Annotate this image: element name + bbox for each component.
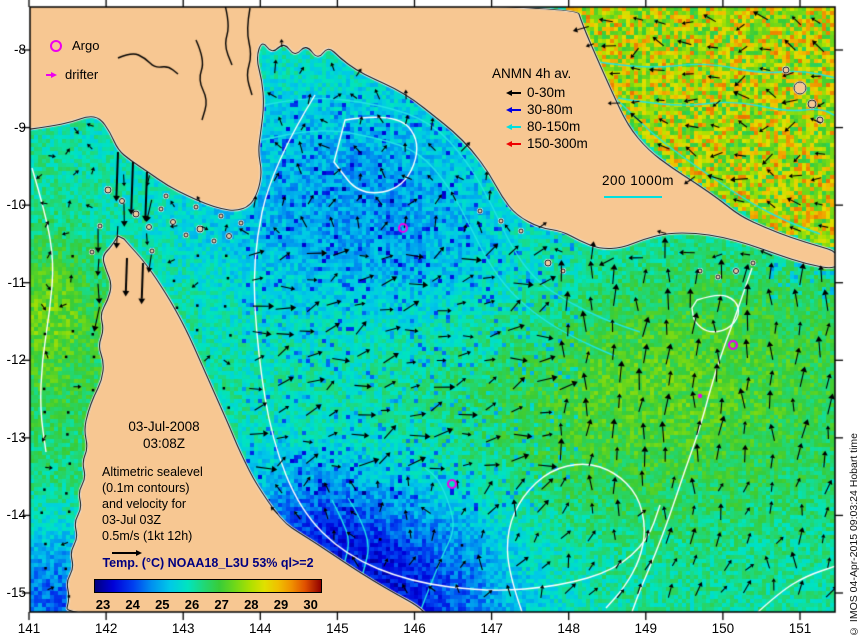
colorbar-tick-label: 26: [184, 597, 200, 612]
y-tick-label: -8: [13, 42, 26, 57]
colorbar-tick-label: 27: [214, 597, 229, 612]
y-tick-label: -11: [7, 274, 26, 290]
depth-range-label: 150-300m: [527, 136, 588, 151]
timestamp-box: 03-Jul-2008 03:08Z: [98, 418, 230, 452]
date-text: 03-Jul-2008: [128, 419, 200, 434]
depth-arrow-icon: [506, 89, 521, 96]
caption-line: 0.5m/s (1kt 12h): [102, 529, 193, 543]
caption-line: and velocity for: [102, 497, 187, 511]
colorbar-tick-label: 28: [244, 597, 259, 612]
x-tick-label: 145: [326, 621, 349, 636]
x-tick-label: 149: [634, 621, 658, 636]
colorbar-tick-label: 24: [125, 597, 140, 612]
y-tick-label: -12: [6, 352, 26, 368]
y-tick-label: -10: [6, 197, 26, 213]
velocity-scale-arrow-icon: [112, 541, 142, 559]
copyright-credit: © IMOS 04-Apr-2015 09:03:24 Hobart time: [848, 432, 860, 637]
colorbar-tick-label: 29: [273, 597, 289, 612]
colorbar-tick-label: 25: [155, 597, 170, 612]
y-tick-label: -9: [13, 119, 26, 135]
depth-arrow-icon: [506, 123, 521, 130]
x-tick-label: 144: [249, 621, 272, 636]
anmn-depth-item: 30-80m: [492, 101, 588, 118]
depth-range-label: 80-150m: [527, 119, 581, 134]
x-tick-label: 151: [788, 621, 812, 636]
colorbar-tick-label: 30: [303, 597, 318, 612]
caption-line: 03-Jul 03Z: [102, 513, 162, 527]
anmn-legend-items: 0-30m 30-80m 80-150m 150-300m: [492, 84, 588, 152]
argo-legend: Argo: [50, 38, 99, 53]
colorbar-title: Temp. (°C) NOAA18_L3U 53% ql>=2: [102, 556, 314, 570]
bathymetry-contour-sample-line: [604, 196, 662, 198]
depth-arrow-icon: [506, 140, 521, 147]
colorbar-tick-label: 23: [95, 597, 111, 612]
bathymetry-scale-label: 200 1000m: [602, 173, 675, 188]
caption-line: Altimetric sealevel: [102, 465, 203, 479]
y-tick-label: -14: [6, 507, 26, 523]
x-tick-label: 148: [557, 621, 580, 636]
depth-range-label: 0-30m: [527, 85, 566, 100]
y-tick-label: -15: [6, 584, 26, 600]
drifter-legend: drifter: [46, 67, 98, 82]
x-tick-label: 147: [480, 621, 503, 636]
anmn-legend-title: ANMN 4h av.: [492, 66, 572, 81]
depth-range-label: 30-80m: [527, 102, 573, 117]
argo-marker-icon: [50, 39, 62, 52]
drifter-arrow-icon: [46, 71, 57, 78]
x-tick-label: 141: [17, 621, 41, 636]
depth-arrow-icon: [506, 106, 521, 113]
x-tick-label: 146: [403, 621, 426, 636]
argo-label: Argo: [72, 38, 100, 53]
x-tick-label: 143: [171, 621, 195, 636]
caption-line: (0.1m contours): [102, 481, 190, 495]
anmn-depth-item: 80-150m: [492, 118, 588, 135]
x-tick-label: 150: [711, 621, 735, 636]
altimetry-caption: Altimetric sealevel (0.1m contours) and ve…: [102, 464, 203, 544]
x-tick-label: 142: [94, 621, 118, 636]
colorbar-gradient: [94, 579, 322, 593]
anmn-legend: ANMN 4h av. 0-30m 30-80m 80-150m 150-300m: [492, 66, 588, 152]
anmn-depth-item: 150-300m: [492, 135, 588, 152]
time-text: 03:08Z: [142, 436, 186, 451]
drifter-label: drifter: [65, 67, 99, 82]
y-tick-label: -13: [6, 429, 26, 445]
anmn-depth-item: 0-30m: [492, 84, 588, 101]
